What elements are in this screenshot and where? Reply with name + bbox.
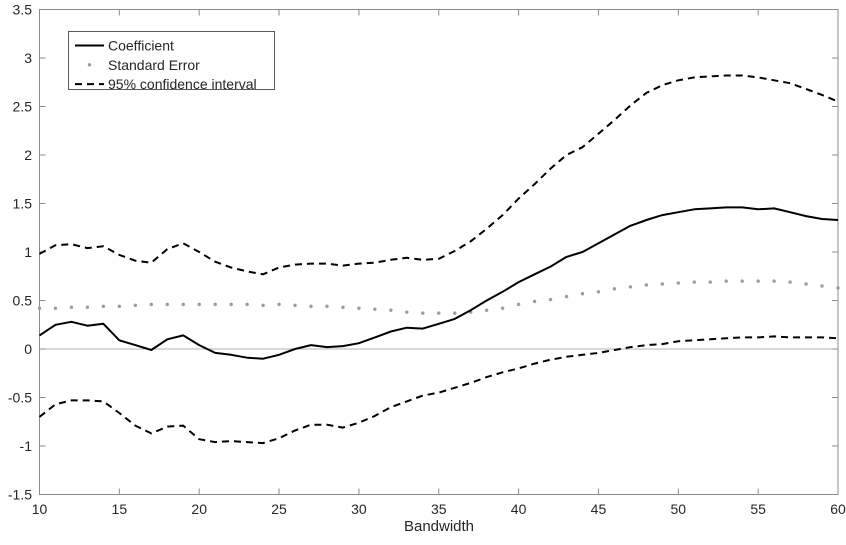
legend-item-label: Standard Error xyxy=(108,57,200,73)
x-tick-label: 40 xyxy=(511,501,527,517)
y-tick-label: -0.5 xyxy=(8,390,32,406)
standard-error-dot xyxy=(484,308,489,312)
standard-error-dot xyxy=(580,292,585,296)
y-tick-label: 0.5 xyxy=(13,293,33,309)
standard-error-dot xyxy=(37,306,42,310)
x-tick-label: 20 xyxy=(191,501,207,517)
standard-error-dot xyxy=(245,302,249,307)
standard-error-dot xyxy=(357,306,361,310)
95-ci-lower-line xyxy=(38,335,839,445)
standard-error-dot xyxy=(836,286,840,290)
y-tick-label: -1.5 xyxy=(8,487,32,503)
y-tick-label: 1 xyxy=(24,244,32,260)
standard-error-dot xyxy=(277,302,281,307)
x-tick-label: 10 xyxy=(32,501,48,517)
x-tick-label: 15 xyxy=(112,501,128,517)
standard-error-dot xyxy=(149,302,153,307)
standard-error-dot xyxy=(516,302,521,307)
standard-error-dot xyxy=(133,303,138,308)
standard-error-dot xyxy=(181,302,185,307)
standard-error-dot xyxy=(740,279,744,283)
x-tick-label: 50 xyxy=(671,501,687,517)
standard-error-dot xyxy=(117,304,122,309)
standard-error-dot xyxy=(788,280,792,284)
standard-error-dot xyxy=(69,305,74,309)
standard-error-dot xyxy=(165,302,169,307)
x-tick-label: 55 xyxy=(750,501,766,517)
x-tick-label: 60 xyxy=(830,501,846,517)
standard-error-dot xyxy=(500,306,505,310)
standard-error-dot xyxy=(772,279,776,283)
y-tick-label: 3.5 xyxy=(13,2,33,18)
standard-error-dot xyxy=(261,303,265,308)
standard-error-dot xyxy=(724,279,728,283)
x-axis-label: Bandwidth xyxy=(404,518,474,535)
standard-error-dot xyxy=(309,304,313,309)
y-tick-label: 1.5 xyxy=(13,196,33,212)
y-tick-label: 2 xyxy=(24,147,32,163)
standard-error-dot xyxy=(820,284,824,288)
standard-error-dot xyxy=(612,287,617,291)
standard-error-dot xyxy=(644,283,649,287)
y-tick-label: -1 xyxy=(20,438,33,454)
y-tick-label: 0 xyxy=(24,341,32,357)
standard-error-dot xyxy=(101,304,106,309)
standard-error-dot xyxy=(85,305,90,309)
standard-error-dot xyxy=(692,280,696,284)
standard-error-dot xyxy=(213,302,217,307)
95-ci-upper-line xyxy=(39,74,839,276)
coefficient-line xyxy=(38,206,839,360)
standard-error-dot xyxy=(325,304,329,309)
standard-error-dot xyxy=(53,306,58,310)
standard-error-dot xyxy=(532,299,537,304)
standard-error-dot xyxy=(389,308,393,312)
standard-error-dot xyxy=(564,294,569,299)
legend-dot-sample xyxy=(87,63,92,67)
standard-error-dot xyxy=(421,311,425,315)
standard-error-dot xyxy=(229,302,233,307)
legend-box xyxy=(68,31,275,90)
x-tick-label: 45 xyxy=(591,501,607,517)
y-tick-label: 2.5 xyxy=(13,99,33,115)
standard-error-dot xyxy=(804,282,808,286)
standard-error-dot xyxy=(660,282,665,286)
standard-error-dot xyxy=(708,280,712,284)
legend-item-label: Coefficient xyxy=(108,38,174,54)
standard-error-dot xyxy=(453,311,457,315)
x-tick-label: 35 xyxy=(431,501,447,517)
standard-error-dot xyxy=(373,307,377,311)
standard-error-dot xyxy=(405,310,409,314)
standard-error-dot xyxy=(628,285,633,289)
standard-error-dot xyxy=(548,297,553,302)
standard-error-dot xyxy=(756,279,760,283)
legend-item-label: 95% confidence interval xyxy=(108,76,257,92)
standard-error-dot xyxy=(596,290,601,294)
x-tick-label: 25 xyxy=(271,501,287,517)
standard-error-dot xyxy=(341,305,345,309)
standard-error-dot xyxy=(437,311,441,315)
y-tick-label: 3 xyxy=(24,50,32,66)
standard-error-dot xyxy=(293,303,297,308)
standard-error-dot xyxy=(197,302,201,307)
x-tick-label: 30 xyxy=(351,501,367,517)
standard-error-dot xyxy=(676,281,680,285)
